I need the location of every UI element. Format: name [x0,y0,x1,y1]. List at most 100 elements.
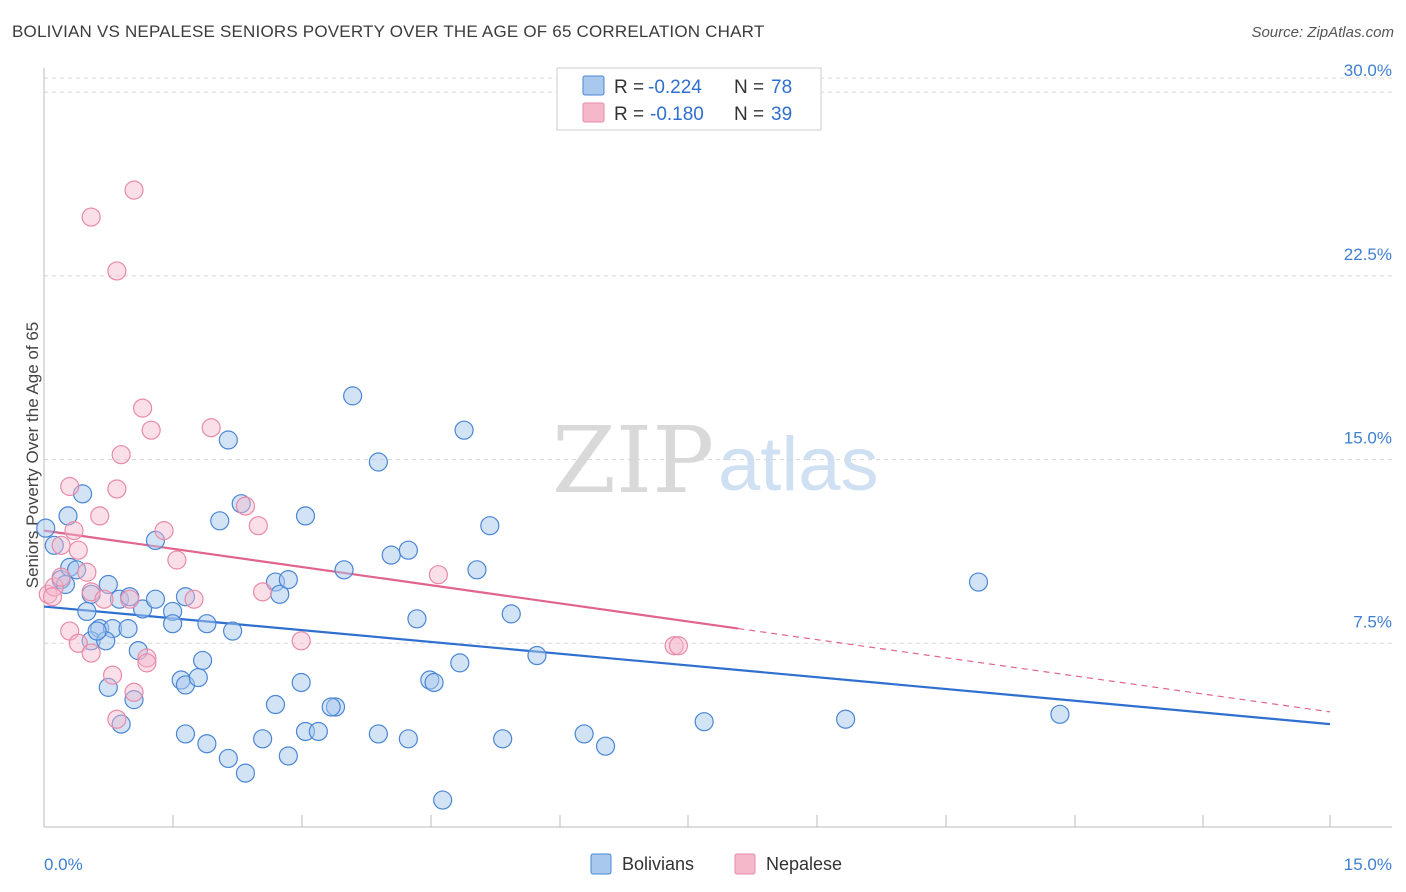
legend-r-value-bolivians: -0.224 [648,77,702,98]
nepalese-point [107,709,127,729]
bolivians-point [334,560,354,580]
bolivians-point [501,604,521,624]
bolivians-point [1050,704,1070,724]
nepalese-point [51,567,71,587]
bolivians-point [527,645,547,666]
bolivians-point [188,667,208,688]
bolivians-point [480,516,500,536]
nepalese-points [38,180,689,729]
bolivians-point [118,618,138,639]
nepalese-point [291,631,311,651]
bottom-legend-swatch-nepalese [734,853,756,875]
tick-labels: 7.5% 15.0% 22.5% 30.0% 0.0% 15.0% [44,61,1392,874]
legend-r-label-nepalese: R = [614,104,644,125]
bolivians-point [398,540,418,560]
nepalese-point [668,636,689,656]
nepalese-point [235,496,256,516]
nepalese-point [253,582,273,602]
nepalese-point [94,589,114,609]
legend-n-label-nepalese: N = [734,104,764,125]
y-tick-label: 22.5% [1344,245,1392,264]
bolivians-point [175,724,196,744]
axes [43,68,1392,828]
nepalese-point [428,565,448,585]
y-tick-label: 7.5% [1353,612,1392,631]
series-legend: Bolivians Nepalese [590,853,842,875]
bolivians-point [223,621,243,641]
nepalese-point [137,648,157,668]
bolivians-point [295,506,316,526]
bolivians-points [36,386,1070,810]
bolivians-point [44,535,64,555]
x-tick-label: 15.0% [1344,855,1392,874]
bolivians-point [595,736,616,756]
nepalese-point [201,418,221,438]
nepalese-point [107,479,127,499]
bolivians-point [218,430,238,450]
nepalese-point [664,636,684,656]
nepalese-point [64,521,84,541]
y-axis-title: Seniors Poverty Over the Age of 65 [23,322,42,588]
nepalese-point [68,633,88,653]
bottom-legend-bolivians: Bolivians [622,854,694,874]
bolivians-point [197,614,217,634]
nepalese-point [167,550,187,570]
bolivians-point [278,569,298,590]
bolivians-point [124,690,144,710]
legend-n-value-bolivians: 78 [771,77,792,98]
legend-n-value-nepalese: 39 [771,104,792,125]
bolivians-point [193,650,213,671]
bolivians-point [253,729,273,749]
bolivians-point [98,677,118,697]
legend-swatch-nepalese [582,102,605,123]
nepalese-trend-extension [738,627,1331,713]
watermark-zip: ZIP [552,407,714,514]
bolivians-point [343,386,363,406]
bolivians-point [450,653,470,673]
legend-r-value-nepalese: -0.180 [650,104,704,125]
bolivians-point [308,721,328,742]
nepalese-point [51,535,71,555]
legend-swatch-bolivians [582,75,605,96]
nepalese-point [81,643,101,663]
legend-r-label-bolivians: R = [614,77,644,98]
bolivians-point [424,672,444,693]
bottom-legend-nepalese: Nepalese [766,854,842,874]
bolivians-point [291,672,311,693]
nepalese-point [68,540,88,560]
nepalese-point [248,516,268,536]
nepalese-point [44,577,64,597]
nepalese-point [42,587,63,607]
bolivians-point [87,621,107,641]
bolivians-point [433,790,453,810]
bolivians-point [278,746,298,766]
bolivians-point [836,709,856,729]
bolivians-point [36,518,56,538]
correlation-legend: R = -0.224 N = 78 R = -0.180 N = 39 [556,67,822,131]
bolivians-point [467,560,487,580]
watermark-atlas: atlas [718,422,879,507]
nepalese-point [120,589,140,609]
bolivians-point [58,506,78,526]
source-label: Source: ZipAtlas.com [1251,24,1394,41]
bottom-legend-swatch-bolivians [590,853,612,875]
nepalese-point [60,476,80,497]
bolivians-point [210,511,230,531]
bolivians-point [98,574,118,595]
nepalese-point [184,589,204,609]
nepalese-point [141,420,161,440]
bolivians-point [368,724,388,744]
nepalese-point [124,682,144,702]
bolivians-point [968,572,989,592]
bolivians-point [197,734,217,754]
y-tick-label: 15.0% [1344,429,1392,448]
bolivians-point [694,712,714,732]
x-tick-label: 0.0% [44,855,83,874]
nepalese-point [124,180,144,200]
bolivians-point [77,601,97,622]
bolivians-point [574,724,594,744]
nepalese-point [81,207,101,227]
legend-n-label-bolivians: N = [734,77,764,98]
nepalese-point [111,445,131,465]
